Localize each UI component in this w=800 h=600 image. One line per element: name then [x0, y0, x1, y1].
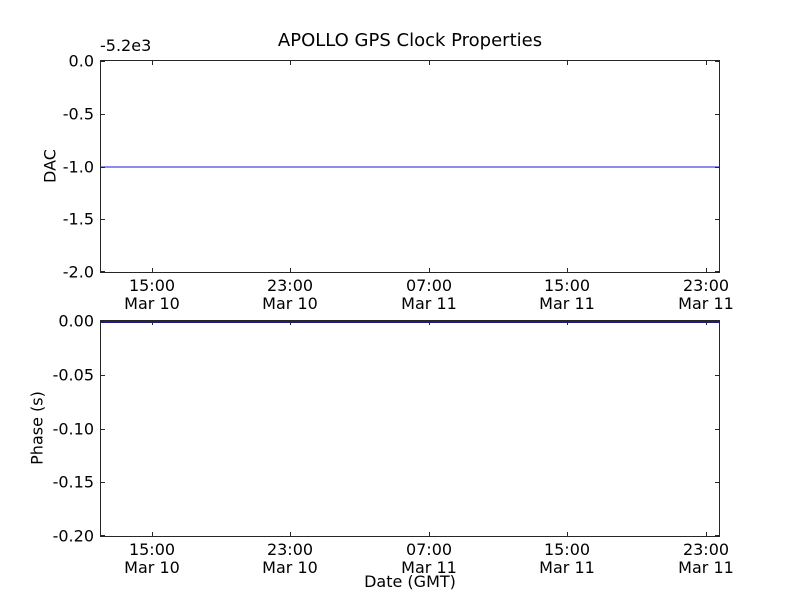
x-tick-date: Mar 10	[124, 558, 180, 577]
x-tick-date: Mar 11	[401, 558, 457, 577]
x-tick-time: 23:00	[682, 276, 730, 295]
y-tick-label: -0.10	[52, 419, 94, 439]
y-tick-mark	[101, 271, 105, 272]
x-tick-date: Mar 10	[262, 294, 318, 313]
y-tick-mark	[101, 482, 105, 483]
x-tick-label: 23:00 Mar 10	[245, 277, 335, 313]
x-tick-date: Mar 10	[262, 558, 318, 577]
x-tick-time: 23:00	[682, 540, 730, 559]
y-tick-label: -1.5	[62, 209, 94, 229]
x-axis-label: Date (GMT)	[364, 572, 456, 591]
x-tick-mark	[429, 321, 430, 325]
y-tick-label: -0.5	[62, 104, 94, 124]
x-tick-mark	[429, 532, 430, 536]
y-tick-mark	[101, 61, 105, 62]
x-tick-time: 23:00	[266, 276, 314, 295]
x-tick-mark	[706, 268, 707, 272]
y-tick-label: 0.00	[58, 311, 94, 331]
y-tick-mark	[715, 535, 719, 536]
x-tick-mark	[706, 321, 707, 325]
y-tick-mark	[715, 482, 719, 483]
y-tick-mark	[715, 167, 719, 168]
x-tick-time: 07:00	[405, 276, 453, 295]
x-tick-time: 15:00	[543, 540, 591, 559]
y-tick-mark	[715, 271, 719, 272]
x-tick-mark	[152, 268, 153, 272]
y-tick-mark	[101, 114, 105, 115]
y-tick-label: -0.05	[52, 365, 94, 385]
x-tick-date: Mar 11	[678, 558, 734, 577]
x-tick-mark	[429, 268, 430, 272]
x-tick-label: 23:00 Mar 11	[661, 541, 751, 577]
chart-title: APOLLO GPS Clock Properties	[277, 30, 543, 51]
y-tick-mark	[715, 375, 719, 376]
x-tick-mark	[567, 61, 568, 65]
x-tick-mark	[706, 532, 707, 536]
y-tick-mark	[101, 375, 105, 376]
x-tick-mark	[567, 532, 568, 536]
x-tick-time: 23:00	[266, 540, 314, 559]
y-tick-mark	[715, 219, 719, 220]
y-tick-label: 0.0	[68, 51, 94, 71]
y-tick-mark	[101, 219, 105, 220]
y-tick-label: -0.20	[52, 526, 94, 546]
y-axis-offset-text: -5.2e3	[100, 36, 152, 55]
y-tick-label: -1.0	[62, 157, 94, 177]
x-tick-time: 15:00	[128, 540, 176, 559]
y-tick-mark	[715, 61, 719, 62]
x-tick-time: 15:00	[543, 276, 591, 295]
x-tick-mark	[706, 61, 707, 65]
x-tick-label: 15:00 Mar 10	[107, 541, 197, 577]
x-tick-mark	[567, 321, 568, 325]
x-tick-date: Mar 11	[539, 294, 595, 313]
x-tick-mark	[567, 268, 568, 272]
x-tick-label: 07:00 Mar 11	[384, 277, 474, 313]
y-tick-mark	[715, 321, 719, 322]
x-tick-time: 15:00	[128, 276, 176, 295]
x-tick-mark	[152, 532, 153, 536]
phase-plot-area	[100, 320, 720, 537]
x-tick-date: Mar 10	[124, 294, 180, 313]
x-tick-label: 15:00 Mar 11	[522, 277, 612, 313]
x-tick-label: 15:00 Mar 10	[107, 277, 197, 313]
x-tick-mark	[290, 321, 291, 325]
x-tick-label: 23:00 Mar 10	[245, 541, 335, 577]
x-tick-label: 07:00 Mar 11	[384, 541, 474, 577]
x-tick-date: Mar 11	[678, 294, 734, 313]
x-tick-mark	[290, 61, 291, 65]
x-tick-mark	[429, 61, 430, 65]
x-tick-time: 07:00	[405, 540, 453, 559]
x-tick-mark	[152, 321, 153, 325]
x-tick-mark	[290, 268, 291, 272]
y-tick-mark	[101, 167, 105, 168]
x-tick-label: 15:00 Mar 11	[522, 541, 612, 577]
x-tick-label: 23:00 Mar 11	[661, 277, 751, 313]
y-tick-mark	[715, 429, 719, 430]
y-tick-label: -2.0	[62, 262, 94, 282]
dac-value-line	[101, 166, 719, 168]
y-tick-label: -0.15	[52, 472, 94, 492]
y-tick-mark	[101, 429, 105, 430]
phase-value-line	[101, 321, 719, 323]
y-tick-mark	[715, 114, 719, 115]
x-tick-mark	[290, 532, 291, 536]
y-tick-mark	[101, 321, 105, 322]
x-tick-date: Mar 11	[539, 558, 595, 577]
x-tick-date: Mar 11	[401, 294, 457, 313]
x-tick-mark	[152, 61, 153, 65]
y-tick-mark	[101, 535, 105, 536]
dac-plot-area	[100, 60, 720, 273]
